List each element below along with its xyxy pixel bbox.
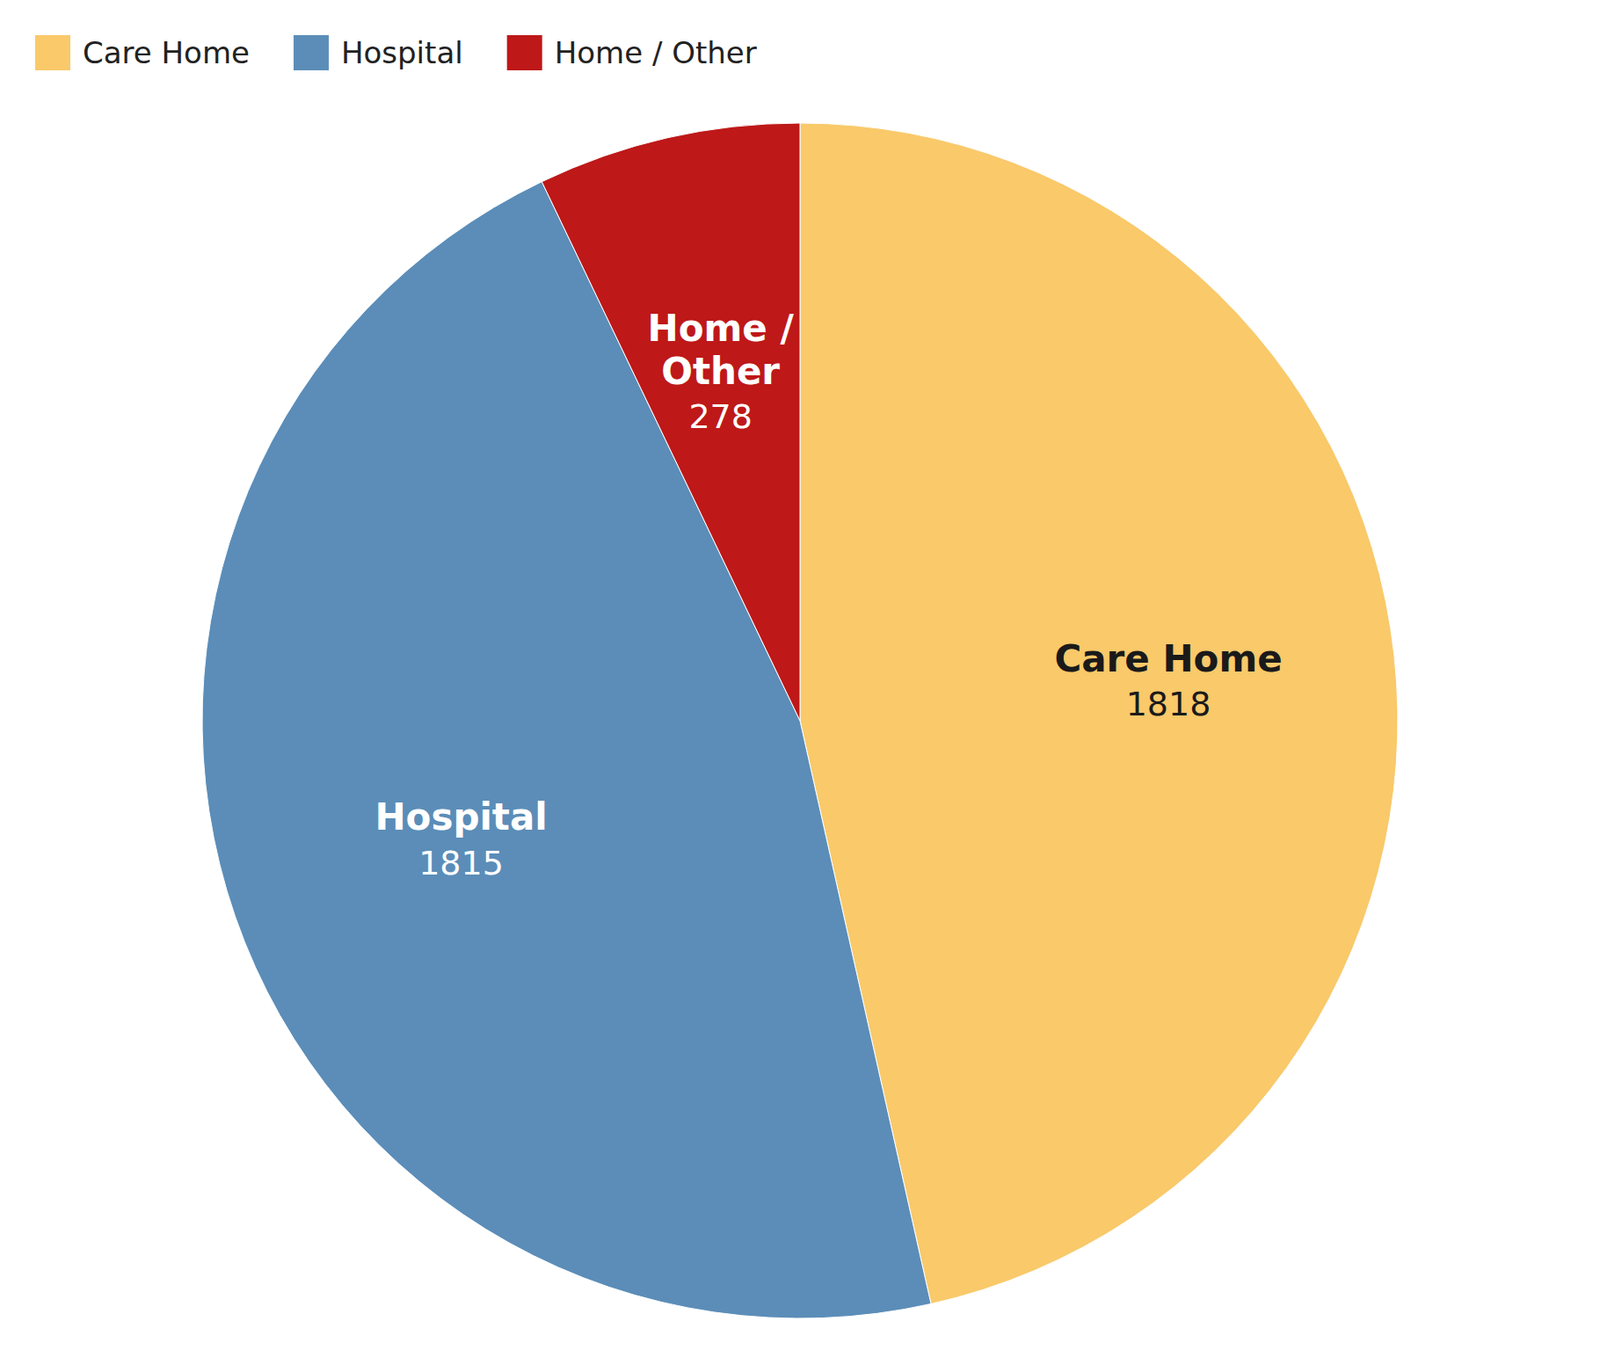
pie-slice [202, 181, 931, 1319]
legend-item: Home / Other [507, 35, 757, 71]
slice-label: Care Home [1054, 636, 1282, 680]
legend-item: Care Home [35, 35, 250, 71]
legend-swatch [293, 35, 329, 71]
slice-value: 278 [688, 397, 753, 437]
legend-swatch [507, 35, 543, 71]
legend-label: Care Home [82, 35, 250, 71]
slice-value: 1815 [418, 843, 504, 883]
slice-value: 1818 [1126, 684, 1212, 724]
chart-container: Care Home1818Hospital1815Home /Other278C… [0, 0, 1600, 1372]
slice-label: Home /Other [647, 306, 795, 393]
slice-labels: Care Home1818 Hospital 1815 Home /Other278 [374, 306, 1282, 883]
chart: Care Home1818Hospital1815Home /Other278C… [0, 0, 1600, 1372]
legend-swatch [35, 35, 71, 71]
slice-label: Hospital [374, 794, 547, 838]
legend-label: Hospital [341, 35, 464, 71]
legend-label: Home / Other [554, 35, 757, 71]
legend-item: Hospital [293, 35, 464, 71]
legend: Care Home Hospital Home / Other [35, 35, 757, 71]
pie-slice [541, 123, 800, 721]
pie [202, 123, 1398, 1319]
